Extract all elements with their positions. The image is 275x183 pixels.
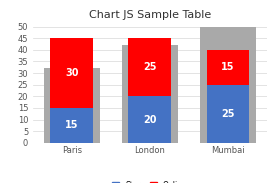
Bar (207, 50, 249, 85)
Text: 20: 20 (143, 115, 157, 124)
Bar (50, 38, 93, 108)
Text: 25: 25 (143, 62, 157, 72)
Text: 30: 30 (65, 68, 78, 78)
Legend: Store, Online: Store, Online (112, 181, 188, 183)
Bar (207, 85, 249, 143)
Bar (50, 108, 93, 143)
Text: 25: 25 (221, 109, 235, 119)
Bar (128, 38, 171, 96)
Bar (200, 27, 256, 143)
Text: 15: 15 (221, 62, 235, 72)
Text: 15: 15 (65, 120, 78, 130)
Bar (44, 68, 100, 143)
Title: Chart JS Sample Table: Chart JS Sample Table (89, 10, 211, 20)
Bar (128, 96, 171, 143)
Bar (122, 45, 178, 143)
